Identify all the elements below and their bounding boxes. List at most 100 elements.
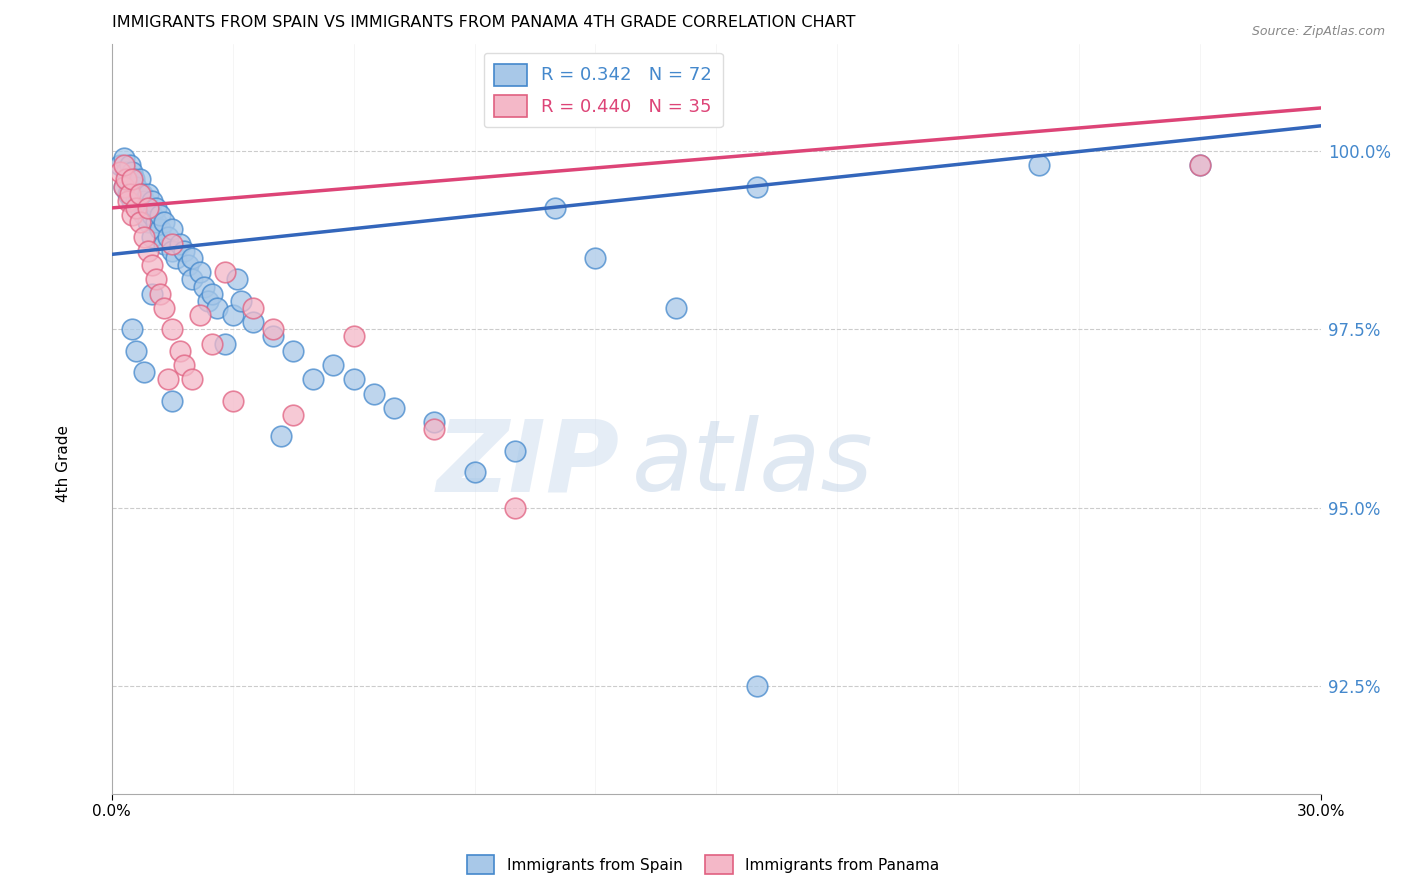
Point <box>201 336 224 351</box>
Point <box>136 215 159 229</box>
Point <box>221 308 243 322</box>
Text: IMMIGRANTS FROM SPAIN VS IMMIGRANTS FROM PANAMA 4TH GRADE CORRELATION CHART: IMMIGRANTS FROM SPAIN VS IMMIGRANTS FROM… <box>111 15 855 30</box>
Point <box>281 343 304 358</box>
Point <box>225 272 247 286</box>
Point <box>112 158 135 172</box>
Point <box>503 443 526 458</box>
Point <box>181 272 204 286</box>
Point <box>190 308 212 322</box>
Point <box>214 265 236 279</box>
Point <box>262 322 284 336</box>
Text: ZIP: ZIP <box>437 415 620 512</box>
Point <box>121 165 143 179</box>
Point <box>342 372 364 386</box>
Point <box>118 158 141 172</box>
Point <box>121 208 143 222</box>
Point <box>129 172 152 186</box>
Point <box>193 279 215 293</box>
Point <box>112 151 135 165</box>
Point <box>382 401 405 415</box>
Point <box>141 229 163 244</box>
Point <box>125 201 148 215</box>
Point <box>1189 158 1212 172</box>
Point <box>153 215 176 229</box>
Point <box>173 358 195 372</box>
Text: 4th Grade: 4th Grade <box>56 425 70 502</box>
Point <box>197 293 219 308</box>
Point <box>136 186 159 201</box>
Point <box>1189 158 1212 172</box>
Point <box>423 422 446 436</box>
Point <box>160 236 183 251</box>
Point <box>181 251 204 265</box>
Point <box>112 179 135 194</box>
Point <box>136 201 159 215</box>
Point <box>149 286 172 301</box>
Point <box>112 179 135 194</box>
Point <box>125 343 148 358</box>
Point <box>665 301 688 315</box>
Point <box>153 236 176 251</box>
Point <box>160 322 183 336</box>
Point <box>118 186 141 201</box>
Point <box>132 229 155 244</box>
Point <box>1028 158 1050 172</box>
Point <box>160 244 183 258</box>
Point <box>114 165 136 179</box>
Point <box>135 201 157 215</box>
Point <box>108 165 131 179</box>
Point <box>169 236 191 251</box>
Point <box>117 172 139 186</box>
Point <box>131 186 153 201</box>
Point <box>121 322 143 336</box>
Point <box>129 186 152 201</box>
Point <box>165 251 187 265</box>
Point <box>141 258 163 272</box>
Text: Source: ZipAtlas.com: Source: ZipAtlas.com <box>1251 25 1385 38</box>
Point <box>117 186 139 201</box>
Point <box>503 500 526 515</box>
Point <box>423 415 446 429</box>
Point <box>141 286 163 301</box>
Point <box>125 179 148 194</box>
Point <box>745 179 768 194</box>
Point <box>141 194 163 208</box>
Point <box>149 208 172 222</box>
Point <box>160 222 183 236</box>
Point <box>181 372 204 386</box>
Point <box>149 222 172 236</box>
Point <box>108 158 131 172</box>
Point <box>322 358 344 372</box>
Point <box>114 172 136 186</box>
Point <box>145 272 167 286</box>
Point <box>132 194 155 208</box>
Point <box>132 365 155 379</box>
Text: atlas: atlas <box>631 415 873 512</box>
Point <box>201 286 224 301</box>
Point <box>242 315 264 329</box>
Point <box>121 172 143 186</box>
Point <box>169 343 191 358</box>
Point <box>190 265 212 279</box>
Point <box>281 408 304 422</box>
Point <box>136 244 159 258</box>
Point <box>221 393 243 408</box>
Legend: Immigrants from Spain, Immigrants from Panama: Immigrants from Spain, Immigrants from P… <box>461 849 945 880</box>
Point <box>153 301 176 315</box>
Point <box>121 194 143 208</box>
Point <box>262 329 284 343</box>
Point <box>229 293 252 308</box>
Point <box>745 680 768 694</box>
Point <box>157 229 180 244</box>
Point <box>363 386 385 401</box>
Point <box>242 301 264 315</box>
Point <box>129 201 152 215</box>
Point <box>122 172 145 186</box>
Point <box>585 251 607 265</box>
Point <box>129 215 152 229</box>
Point <box>270 429 292 443</box>
Point <box>117 194 139 208</box>
Point <box>173 244 195 258</box>
Point <box>463 465 485 479</box>
Point <box>177 258 200 272</box>
